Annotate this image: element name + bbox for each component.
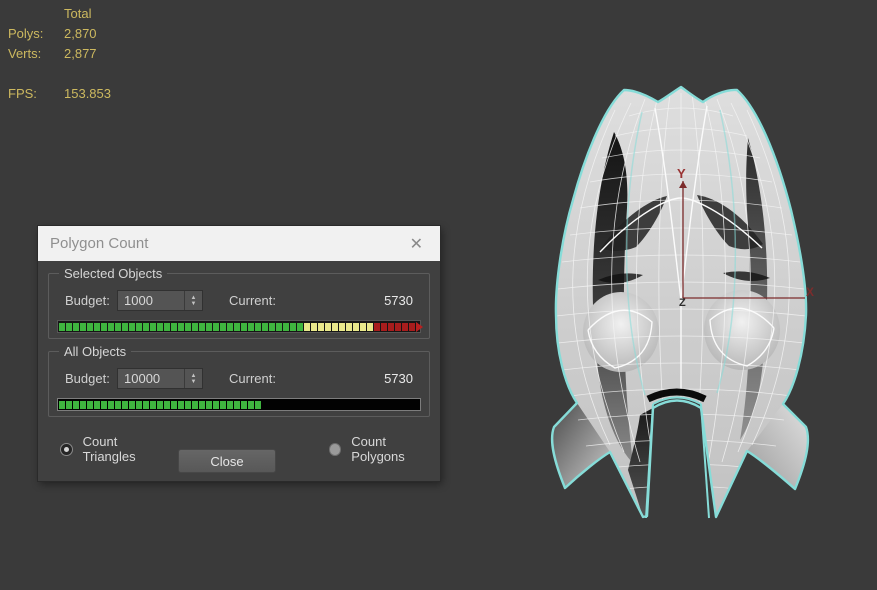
all-objects-label: All Objects bbox=[59, 344, 132, 359]
current-value-selected: 5730 bbox=[384, 293, 413, 308]
budget-bar-all bbox=[57, 398, 421, 411]
spinner-down-icon[interactable]: ▼ bbox=[190, 378, 197, 385]
spinner-arrows[interactable]: ▲ ▼ bbox=[184, 291, 202, 310]
count-polygons-radio[interactable]: Count Polygons bbox=[328, 434, 440, 464]
stats-polys-row: Polys: 2,870 bbox=[8, 24, 111, 44]
budget-bar-selected bbox=[57, 320, 423, 333]
axis-x-label: X bbox=[806, 285, 814, 299]
dialog-title: Polygon Count bbox=[50, 235, 149, 252]
count-triangles-radio[interactable]: Count Triangles bbox=[60, 434, 171, 464]
stats-fps-row: FPS: 153.853 bbox=[8, 84, 111, 104]
selected-objects-label: Selected Objects bbox=[59, 266, 168, 281]
viewport-statistics: Total Polys: 2,870 Verts: 2,877 FPS: 153… bbox=[8, 4, 111, 104]
axis-y-label: Y bbox=[677, 166, 686, 181]
all-objects-group: All Objects Budget: 10000 ▲ ▼ Current: 5… bbox=[48, 344, 430, 417]
overflow-arrow-icon bbox=[416, 321, 423, 332]
feature-edges bbox=[587, 105, 775, 392]
face-opening bbox=[638, 397, 716, 545]
axis-z-label: Z bbox=[679, 297, 686, 309]
helmet-model[interactable]: Y X Z bbox=[540, 70, 830, 550]
budget-spinner-all[interactable]: 10000 ▲ ▼ bbox=[117, 368, 203, 389]
stats-total-header: Total bbox=[64, 6, 92, 21]
fps-value: 153.853 bbox=[64, 86, 111, 101]
verts-value: 2,877 bbox=[64, 46, 97, 61]
count-polygons-label: Count Polygons bbox=[351, 434, 405, 464]
budget-value-selected[interactable]: 1000 bbox=[124, 293, 153, 308]
budget-spinner-selected[interactable]: 1000 ▲ ▼ bbox=[117, 290, 203, 311]
count-triangles-label: Count Triangles bbox=[82, 434, 136, 464]
stats-header-row: Total bbox=[8, 4, 111, 24]
current-label: Current: bbox=[229, 293, 276, 308]
budget-label: Budget: bbox=[65, 371, 110, 386]
stats-verts-row: Verts: 2,877 bbox=[8, 44, 111, 64]
polys-value: 2,870 bbox=[64, 26, 97, 41]
axis-gizmo: Y X Z bbox=[677, 166, 814, 309]
current-label: Current: bbox=[229, 371, 276, 386]
spinner-arrows[interactable]: ▲ ▼ bbox=[184, 369, 202, 388]
selection-outline bbox=[550, 85, 810, 519]
close-icon[interactable]: ✕ bbox=[409, 235, 423, 253]
polygon-count-dialog: Polygon Count ✕ Selected Objects Budget:… bbox=[38, 226, 440, 481]
fps-label: FPS: bbox=[8, 86, 37, 101]
spinner-up-icon[interactable]: ▲ bbox=[190, 294, 197, 301]
budget-value-all[interactable]: 10000 bbox=[124, 371, 161, 386]
radio-circle-icon[interactable] bbox=[60, 442, 73, 456]
count-mode-options: Count Triangles Count Polygons bbox=[60, 434, 440, 464]
close-button[interactable]: Close bbox=[178, 449, 276, 473]
current-value-all: 5730 bbox=[384, 371, 413, 386]
budget-label: Budget: bbox=[65, 293, 110, 308]
spinner-down-icon[interactable]: ▼ bbox=[190, 300, 197, 307]
inner-selection-edges bbox=[625, 109, 737, 396]
dialog-titlebar[interactable]: Polygon Count ✕ bbox=[38, 226, 440, 261]
polys-label: Polys: bbox=[8, 26, 44, 41]
spinner-up-icon[interactable]: ▲ bbox=[190, 372, 197, 379]
selected-objects-group: Selected Objects Budget: 1000 ▲ ▼ Curren… bbox=[48, 266, 430, 339]
verts-label: Verts: bbox=[8, 46, 42, 61]
radio-circle-icon[interactable] bbox=[328, 442, 342, 456]
